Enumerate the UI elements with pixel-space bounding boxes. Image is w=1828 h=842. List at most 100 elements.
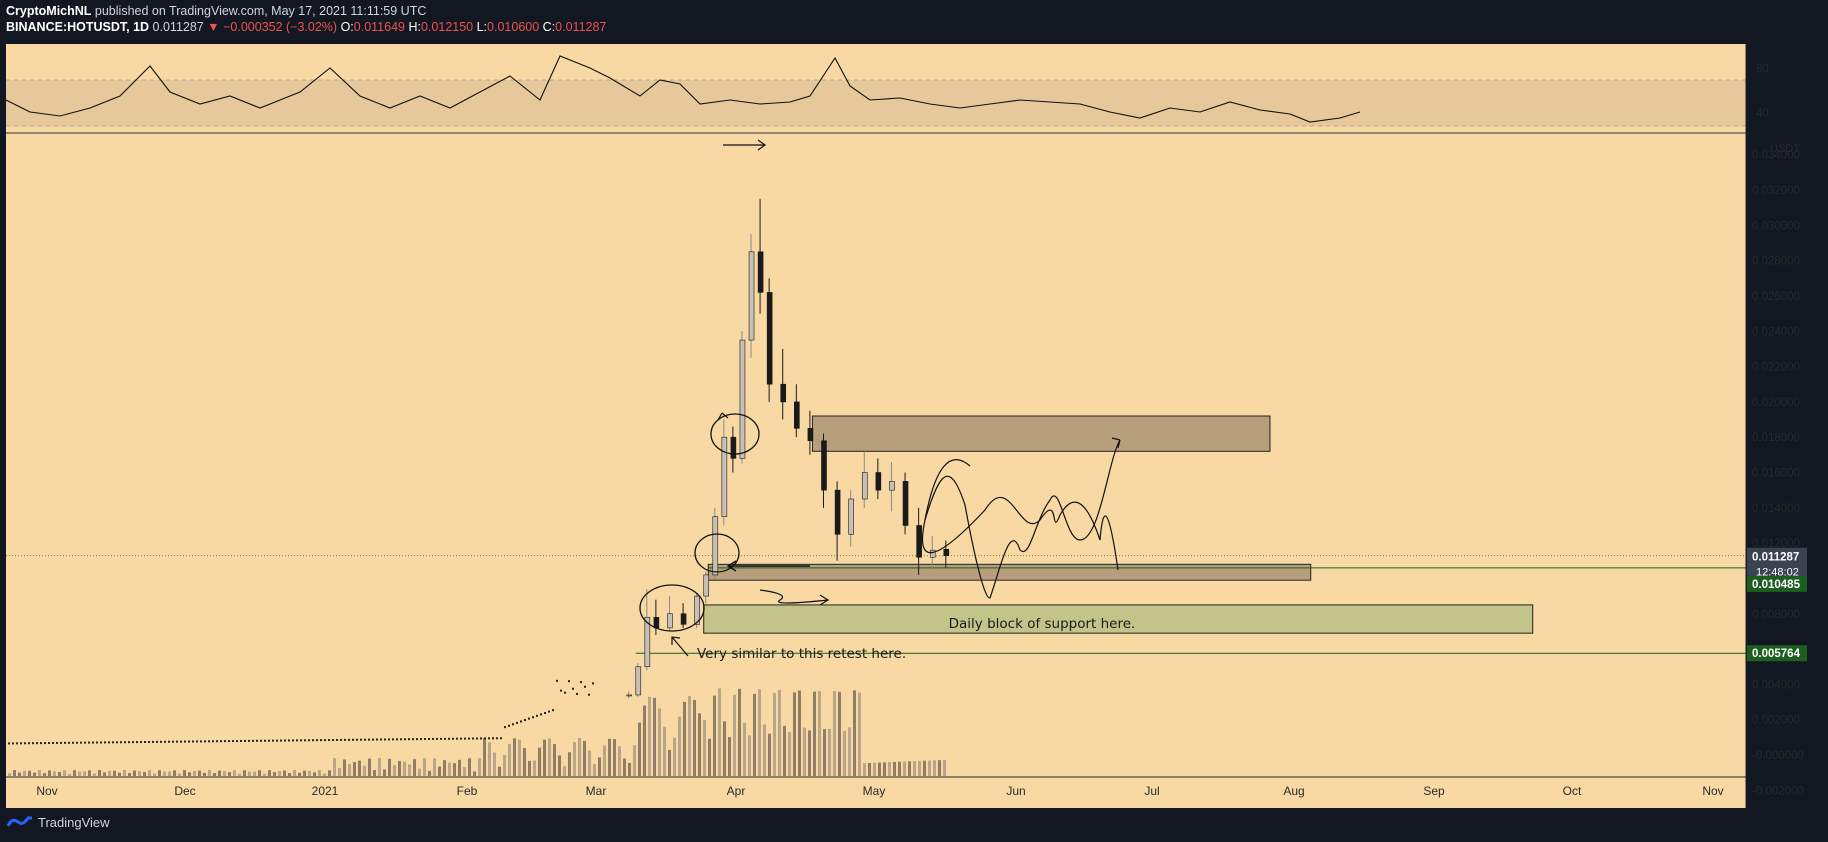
candle-body: [626, 694, 633, 697]
candle-body: [848, 498, 854, 535]
price-dot: [112, 741, 114, 744]
volume-bar: [228, 772, 231, 776]
volume-bar: [543, 739, 546, 776]
volume-bar: [318, 770, 321, 776]
volume-bar: [378, 758, 381, 776]
price-dot: [440, 737, 442, 740]
volume-bar: [698, 713, 701, 776]
volume-bar: [153, 773, 156, 776]
projection-curve: [921, 459, 1119, 571]
price-dot: [40, 742, 42, 745]
volume-layer: [8, 688, 946, 776]
price-dot: [364, 738, 366, 741]
price-dot: [488, 737, 490, 740]
author-name[interactable]: CryptoMichNL: [6, 4, 92, 18]
volume-bar: [808, 730, 811, 776]
candle-body: [875, 472, 882, 491]
price-tick-label: -0.000000: [1752, 750, 1804, 762]
volume-bar: [568, 752, 571, 776]
volume-bar: [113, 770, 116, 776]
volume-bar: [108, 770, 111, 776]
candle-body: [757, 251, 764, 293]
volume-bar: [163, 771, 166, 776]
support-price-badge: [1747, 645, 1807, 662]
volume-bar: [718, 688, 721, 776]
candle-body: [712, 516, 719, 576]
volume-bar: [98, 770, 101, 776]
price-dot: [88, 741, 90, 744]
footer-brand[interactable]: TradingView: [38, 814, 110, 830]
volume-bar: [8, 773, 11, 776]
volume-bar: [483, 738, 486, 776]
drawings-layer: [639, 139, 1121, 657]
circle-annotation: [710, 413, 760, 455]
volume-bar: [528, 760, 531, 776]
volume-bar: [578, 738, 581, 776]
volume-bar: [773, 693, 776, 776]
time-tick-label: Aug: [1283, 784, 1304, 798]
volume-bar: [53, 771, 56, 776]
candle-body: [902, 481, 909, 526]
candle-body: [929, 549, 936, 558]
volume-bar: [883, 762, 886, 776]
price-dot: [260, 739, 262, 742]
volume-bar: [173, 770, 176, 776]
price-dot: [196, 740, 198, 743]
open-value: 0.011649: [353, 20, 405, 34]
volume-bar: [38, 770, 41, 776]
volume-bar: [253, 771, 256, 776]
volume-bar: [778, 689, 781, 776]
volume-bar: [488, 742, 491, 776]
price-dot: [184, 740, 186, 743]
candle-body: [807, 428, 814, 442]
volume-bar: [333, 758, 336, 776]
volume-bar: [858, 692, 861, 776]
volume-bar: [868, 762, 871, 776]
price-dot: [108, 741, 110, 744]
volume-bar: [203, 772, 206, 776]
volume-bar: [673, 737, 676, 776]
rsi-line: [5, 55, 1361, 123]
volume-bar: [43, 773, 46, 776]
volume-bar: [768, 733, 771, 776]
volume-bar: [453, 763, 456, 776]
price-dot: [76, 741, 78, 744]
rsi-tick-label: 40: [1756, 108, 1769, 120]
price-zone: [811, 415, 1271, 452]
price-dot: [496, 737, 498, 740]
volume-bar: [683, 701, 686, 776]
price-dot: [12, 742, 14, 745]
volume-bar: [323, 773, 326, 776]
price-dot: [104, 741, 106, 744]
time-tick-label: 2021: [312, 784, 339, 798]
volume-bar: [388, 758, 391, 776]
chart-header-line1: CryptoMichNL published on TradingView.co…: [6, 4, 426, 18]
volume-bar: [243, 770, 246, 776]
price-dot: [412, 738, 414, 741]
volume-bar: [708, 738, 711, 776]
volume-bar: [823, 729, 826, 776]
price-dot: [484, 737, 486, 740]
candle-body: [703, 574, 710, 597]
price-dot: [240, 739, 242, 742]
arrow-head: [1111, 437, 1121, 449]
price-dot: [304, 739, 306, 742]
price-dot: [524, 719, 526, 722]
volume-bar: [508, 743, 511, 776]
symbol-label[interactable]: BINANCE:HOTUSDT, 1D: [6, 20, 150, 34]
price-dot: [48, 742, 50, 745]
volume-bar: [58, 771, 61, 776]
price-dot: [44, 742, 46, 745]
price-dot: [176, 740, 178, 743]
price-dot: [400, 738, 402, 741]
volume-bar: [668, 749, 671, 776]
price-tick-label: 0.008000: [1752, 609, 1800, 621]
retest-annotation-text: Very similar to this retest here.: [697, 646, 906, 662]
volume-bar: [783, 725, 786, 776]
volume-bar: [913, 761, 916, 776]
price-tick-label: 0.004000: [1752, 679, 1800, 691]
annotation-layer: Daily block of support here. Very similar…: [697, 616, 1135, 662]
volume-bar: [648, 696, 651, 776]
price-dot: [152, 740, 154, 743]
